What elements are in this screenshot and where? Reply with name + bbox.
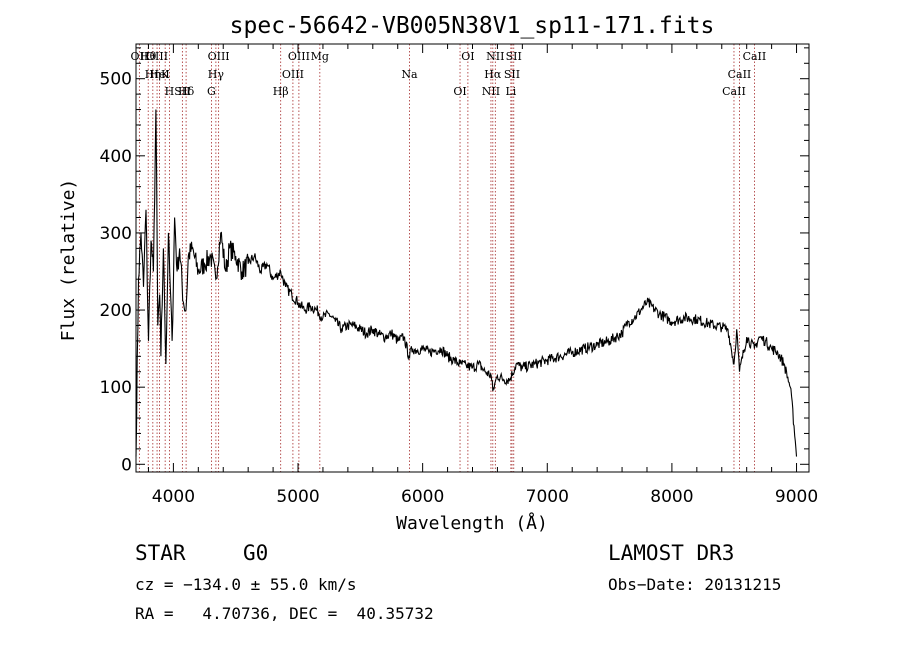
- line-label: Li: [505, 85, 516, 98]
- line-label: OIII: [146, 50, 168, 63]
- x-axis-ticks: 4000 5000 6000 7000 8000 9000: [147, 44, 818, 507]
- y-tick-label: 200: [100, 301, 132, 321]
- line-label: NII: [486, 50, 504, 63]
- y-tick-label: 300: [100, 224, 132, 244]
- y-tick-label: 500: [100, 70, 132, 90]
- y-axis-label: Flux (relative): [58, 179, 79, 342]
- line-label: G: [207, 85, 216, 98]
- line-label: NII: [482, 85, 500, 98]
- x-tick-label: 8000: [650, 487, 693, 507]
- x-tick-label: 9000: [775, 487, 818, 507]
- observation-date: Obs−Date: 20131215: [608, 575, 782, 594]
- line-label: Na: [401, 68, 418, 81]
- line-label: Hγ: [208, 68, 225, 81]
- plot-frame: [135, 43, 810, 473]
- y-tick-label: 0: [121, 455, 132, 475]
- line-label: CaII: [743, 50, 767, 63]
- line-label: OII: [131, 50, 149, 63]
- object-subclass: G0: [243, 541, 269, 565]
- line-label: OI: [461, 50, 474, 63]
- line-label: CaII: [722, 85, 746, 98]
- flux-series-line: [135, 109, 798, 457]
- object-class: STAR: [135, 541, 186, 565]
- y-tick-label: 100: [100, 378, 132, 398]
- line-label: OIII: [288, 50, 310, 63]
- coordinates: RA = 4.70736, DEC = 40.35732: [135, 604, 434, 623]
- x-tick-label: 5000: [276, 487, 319, 507]
- line-label: OI: [453, 85, 466, 98]
- line-label: Hθ: [140, 50, 157, 63]
- line-label: Hα: [484, 68, 502, 81]
- x-tick-label: 6000: [401, 487, 444, 507]
- y-tick-label: 400: [100, 147, 132, 167]
- line-label: SII: [504, 68, 520, 81]
- spectral-line-markers: [138, 44, 755, 472]
- line-label: H: [165, 85, 175, 98]
- line-label: CaII: [728, 68, 752, 81]
- line-label: HeI: [149, 68, 169, 81]
- y-axis-ticks: 0 100 200 300 400 500: [100, 47, 809, 475]
- x-tick-label: 7000: [526, 487, 569, 507]
- redshift-velocity: cz = −134.0 ± 55.0 km/s: [135, 575, 357, 594]
- line-label: Hδ: [178, 85, 195, 98]
- chart-title: spec-56642-VB005N38V1_sp11-171.fits: [230, 13, 715, 39]
- line-label: OIII: [208, 50, 230, 63]
- line-label: SII: [174, 85, 190, 98]
- line-label: Hη: [145, 68, 161, 81]
- survey-name: LAMOST DR3: [608, 541, 735, 565]
- line-label: OIII: [282, 68, 304, 81]
- line-label: SII: [506, 50, 522, 63]
- line-label: K: [161, 68, 170, 81]
- line-label: Mg: [311, 50, 329, 63]
- x-axis-label: Wavelength (Å): [396, 512, 548, 534]
- x-tick-label: 4000: [152, 487, 195, 507]
- line-label: Hβ: [273, 85, 289, 98]
